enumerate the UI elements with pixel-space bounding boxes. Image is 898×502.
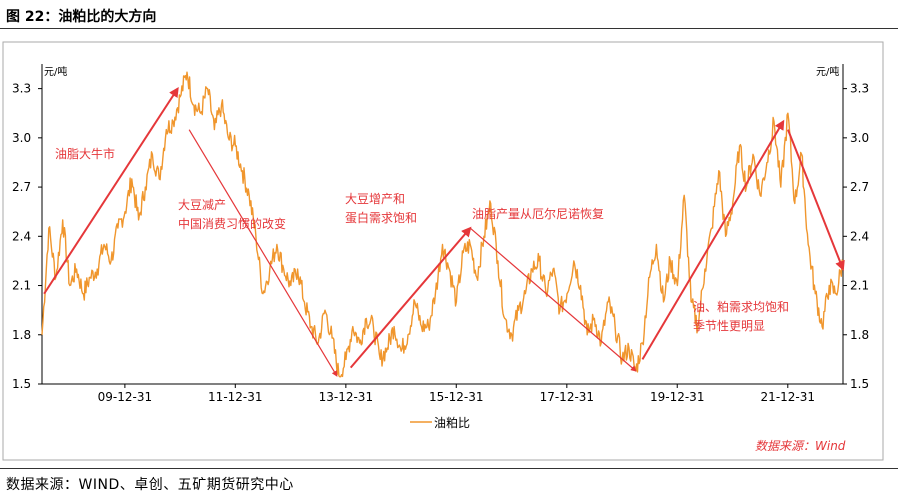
y-tick-right: 2.4 bbox=[850, 229, 869, 243]
annotation-soy-increase-line2: 蛋白需求饱和 bbox=[345, 210, 417, 225]
figure-title: 图 22：油粕比的大方向 bbox=[6, 9, 157, 25]
left-y-ticks: 3.3 3.0 2.7 2.4 2.1 1.8 1.5 bbox=[12, 82, 847, 391]
annotation-soy-cut-line1: 大豆减产 bbox=[178, 198, 226, 212]
trend-arrows bbox=[43, 86, 845, 377]
source-rule bbox=[0, 468, 898, 469]
y-tick-left: 2.1 bbox=[12, 279, 31, 293]
annotation-demand-line1: 油、粕需求均饱和 bbox=[693, 299, 789, 314]
x-tick-label: 19-12-31 bbox=[650, 390, 704, 404]
title-rule bbox=[0, 28, 898, 29]
y-tick-left: 2.4 bbox=[12, 229, 31, 243]
right-y-ticks: 3.3 3.0 2.7 2.4 2.1 1.8 1.5 bbox=[850, 82, 869, 391]
x-tick-label: 21-12-31 bbox=[761, 390, 815, 404]
right-unit-label: 元/吨 bbox=[816, 65, 839, 78]
trend-arrow bbox=[349, 226, 472, 369]
trend-arrow bbox=[43, 86, 179, 295]
trend-arrow bbox=[787, 129, 845, 271]
legend-label: 油粕比 bbox=[434, 415, 470, 430]
annotations: 油脂大牛市 大豆减产 中国消费习惯的改变 大豆增产和 蛋白需求饱和 油脂产量从厄… bbox=[55, 146, 789, 333]
trend-arrow bbox=[469, 227, 637, 372]
y-tick-right: 3.3 bbox=[850, 82, 869, 96]
figure-source: 数据来源：WIND、卓创、五矿期货研究中心 bbox=[6, 477, 294, 493]
y-tick-left: 1.5 bbox=[12, 377, 31, 391]
annotation-demand-line2: 季节性更明显 bbox=[693, 319, 765, 333]
chart-frame bbox=[2, 41, 884, 461]
series-line-oil-meal-ratio bbox=[41, 71, 844, 378]
y-tick-left: 3.3 bbox=[12, 82, 31, 96]
x-tick-label: 13-12-31 bbox=[319, 390, 373, 404]
annotation-soy-cut-line2: 中国消费习惯的改变 bbox=[178, 216, 286, 231]
chart-source: 数据来源：Wind bbox=[755, 439, 846, 453]
y-tick-left: 1.8 bbox=[12, 328, 31, 342]
x-tick-label: 15-12-31 bbox=[429, 390, 483, 404]
y-tick-right: 3.0 bbox=[850, 131, 869, 145]
y-tick-left: 3.0 bbox=[12, 131, 31, 145]
legend: 油粕比 bbox=[410, 415, 470, 430]
annotation-bull-market: 油脂大牛市 bbox=[55, 146, 115, 161]
annotation-el-nino: 油脂产量从厄尔尼诺恢复 bbox=[472, 206, 604, 221]
x-ticks: 09-12-31 11-12-31 13-12-31 15-12-31 17-12-31… bbox=[98, 384, 815, 404]
y-tick-right: 1.8 bbox=[850, 328, 869, 342]
x-tick-label: 09-12-31 bbox=[98, 390, 152, 404]
left-unit-label: 元/吨 bbox=[44, 65, 67, 78]
trend-arrow bbox=[188, 129, 338, 377]
y-tick-left: 2.7 bbox=[12, 180, 31, 194]
y-tick-right: 1.5 bbox=[850, 377, 869, 391]
y-tick-right: 2.7 bbox=[850, 180, 869, 194]
annotation-soy-increase-line1: 大豆增产和 bbox=[345, 192, 405, 206]
trend-arrow bbox=[641, 119, 785, 360]
x-tick-label: 17-12-31 bbox=[540, 390, 594, 404]
x-tick-label: 11-12-31 bbox=[208, 390, 262, 404]
y-tick-right: 2.1 bbox=[850, 279, 869, 293]
